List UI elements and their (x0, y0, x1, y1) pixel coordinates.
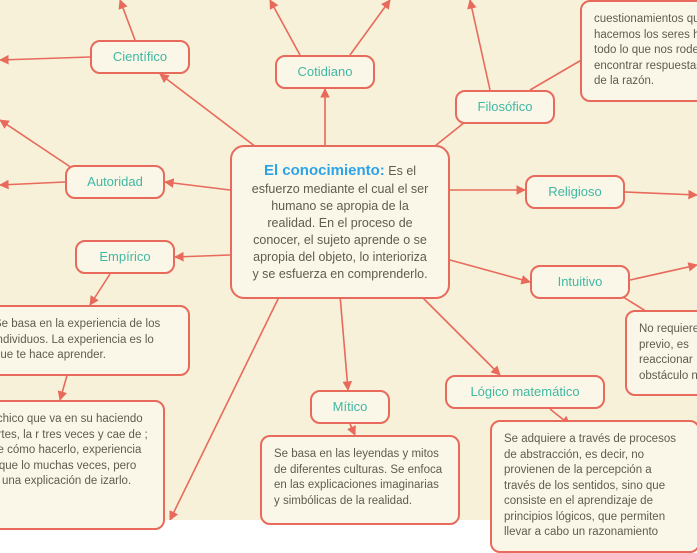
edge (0, 120, 75, 170)
edge (160, 74, 260, 150)
edge (630, 265, 697, 280)
edge (270, 0, 300, 55)
edge (350, 424, 355, 435)
edge (340, 295, 348, 390)
edge (0, 57, 90, 60)
node-label: Filosófico (473, 98, 537, 116)
node-box-filo[interactable]: cuestionamientos que nos hacemos los ser… (580, 0, 697, 102)
node-label: Empírico (93, 248, 157, 266)
node-label: Se basa en la experiencia de los individ… (0, 317, 176, 364)
node-logico[interactable]: Lógico matemático (445, 375, 605, 409)
edge (90, 274, 110, 305)
edge (350, 0, 390, 55)
node-label: Lógico matemático (463, 383, 587, 401)
node-box-intu[interactable]: No requiere previo, es reaccionar obstác… (625, 310, 697, 396)
center-body: Es el esfuerzo mediante el cual el ser h… (252, 164, 428, 281)
node-label: Se adquiere a través de procesos de abst… (504, 432, 686, 541)
mindmap-canvas: El conocimiento: Es el esfuerzo mediante… (0, 0, 697, 520)
center-title: El conocimiento: (264, 162, 385, 179)
node-label: Cotidiano (293, 63, 357, 81)
node-label: Mítico (328, 398, 372, 416)
node-empirico[interactable]: Empírico (75, 240, 175, 274)
node-mitico[interactable]: Mítico (310, 390, 390, 424)
node-label: Un chico que va en su haciendo suertes, … (0, 412, 151, 490)
node-filosofico[interactable]: Filosófico (455, 90, 555, 124)
edge (120, 0, 135, 40)
node-box-emp2[interactable]: Un chico que va en su haciendo suertes, … (0, 400, 165, 530)
node-label: Religioso (543, 183, 607, 201)
node-label: Científico (108, 48, 172, 66)
node-label: Se basa en las leyendas y mitos de difer… (274, 447, 446, 509)
edge (420, 295, 500, 375)
node-label: No requiere previo, es reaccionar obstác… (639, 322, 697, 384)
edge (165, 182, 230, 190)
edge (625, 192, 697, 195)
node-label: Intuitivo (548, 273, 612, 291)
node-autoridad[interactable]: Autoridad (65, 165, 165, 199)
node-box-mit[interactable]: Se basa en las leyendas y mitos de difer… (260, 435, 460, 525)
node-cotidiano[interactable]: Cotidiano (275, 55, 375, 89)
node-label: cuestionamientos que nos hacemos los ser… (594, 12, 697, 90)
node-box-log[interactable]: Se adquiere a través de procesos de abst… (490, 420, 697, 553)
edge (450, 260, 530, 282)
center-node[interactable]: El conocimiento: Es el esfuerzo mediante… (230, 145, 450, 299)
node-intuitivo[interactable]: Intuitivo (530, 265, 630, 299)
node-label: Autoridad (83, 173, 147, 191)
edge (175, 255, 230, 257)
edge (0, 182, 65, 185)
node-religioso[interactable]: Religioso (525, 175, 625, 209)
edge (470, 0, 490, 90)
node-box-emp1[interactable]: Se basa en la experiencia de los individ… (0, 305, 190, 376)
node-cientifico[interactable]: Científico (90, 40, 190, 74)
